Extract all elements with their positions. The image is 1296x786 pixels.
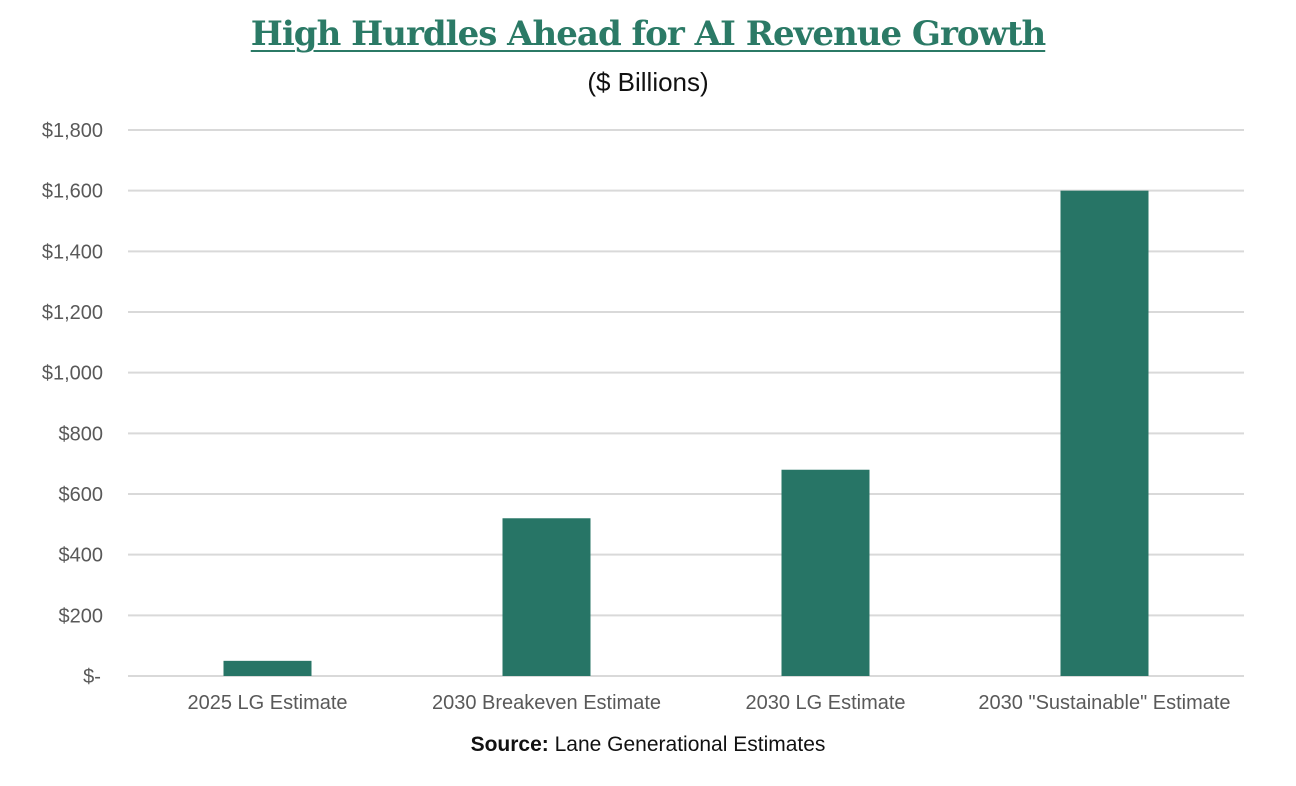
- x-tick-label: 2025 LG Estimate: [187, 692, 347, 714]
- x-tick-label: 2030 "Sustainable" Estimate: [978, 692, 1230, 714]
- y-tick-label: $1,000: [42, 363, 103, 385]
- bar: [781, 469, 870, 676]
- y-tick-label: $600: [59, 484, 104, 506]
- y-tick-label: $1,200: [42, 302, 103, 324]
- y-tick-label: $-: [83, 666, 101, 688]
- source-note: Source: Lane Generational Estimates: [0, 733, 1296, 757]
- bar: [223, 660, 312, 676]
- y-tick-label: $200: [59, 605, 104, 627]
- source-text: Lane Generational Estimates: [554, 733, 826, 756]
- x-tick-label: 2030 Breakeven Estimate: [432, 692, 661, 714]
- chart-title: High Hurdles Ahead for AI Revenue Growth: [0, 14, 1296, 54]
- chart-subtitle: ($ Billions): [587, 67, 709, 97]
- y-tick-label: $800: [59, 423, 104, 445]
- y-tick-label: $400: [59, 545, 104, 567]
- bar: [502, 518, 591, 676]
- y-tick-label: $1,400: [42, 241, 103, 263]
- y-tick-label: $1,800: [42, 120, 103, 142]
- y-tick-label: $1,600: [42, 181, 103, 203]
- chart-title-text: High Hurdles Ahead for AI Revenue Growth: [250, 14, 1046, 54]
- source-label: Source:: [470, 733, 549, 756]
- bar: [1060, 190, 1149, 676]
- x-tick-label: 2030 LG Estimate: [745, 692, 905, 714]
